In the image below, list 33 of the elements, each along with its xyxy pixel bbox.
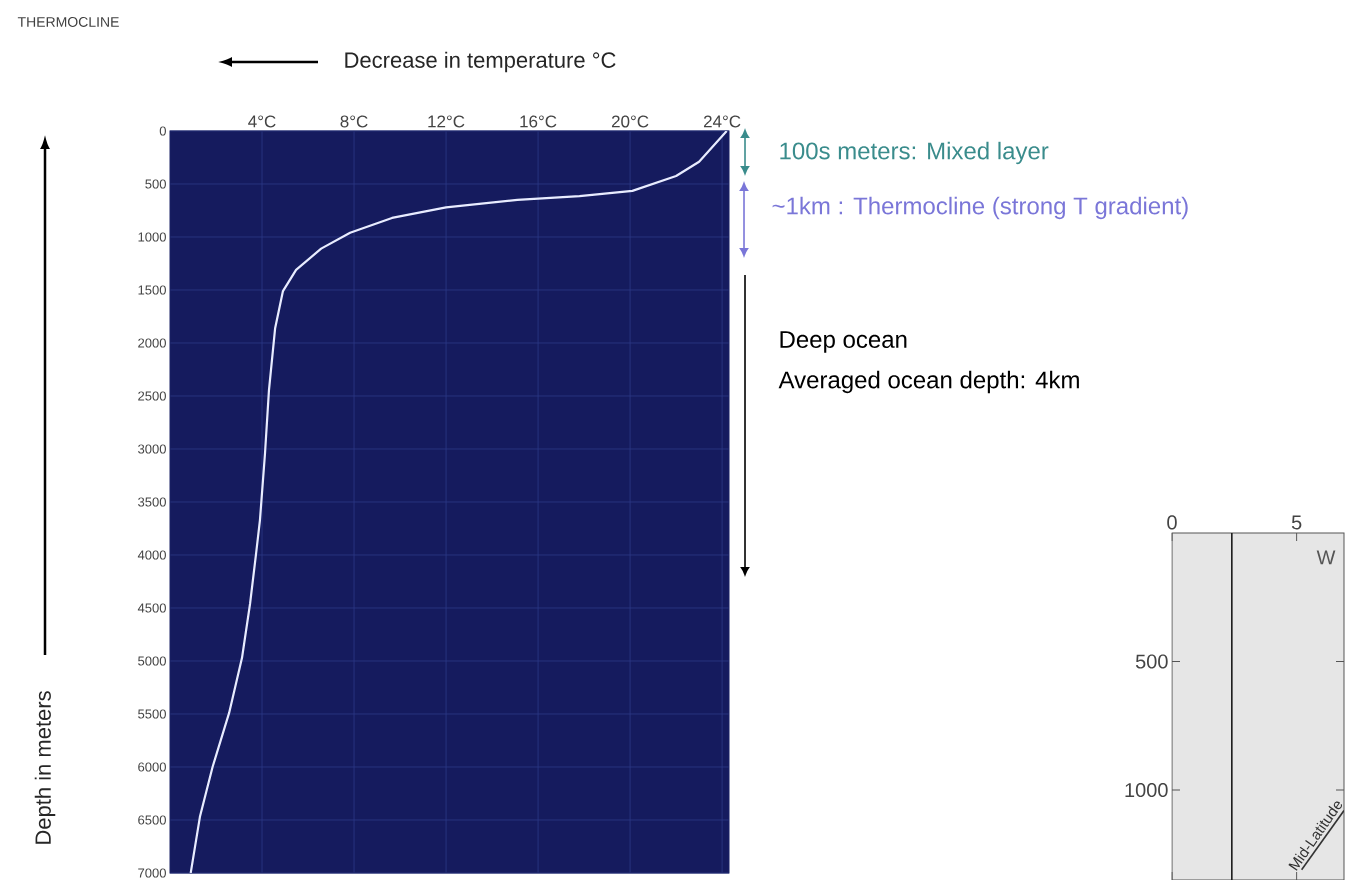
y-tick-label: 1000 <box>138 232 166 242</box>
y-tick-label: 3500 <box>138 497 166 507</box>
y-tick-label: 6500 <box>138 815 166 825</box>
x-tick-label: 24°C <box>703 115 741 128</box>
y-tick-label: 4500 <box>137 603 166 613</box>
annotation: W <box>1316 550 1336 565</box>
chart-title: THERMOCLINE <box>17 17 119 27</box>
y-tick-label: 2000 <box>138 338 166 348</box>
y-tick-label: 6000 <box>138 762 166 772</box>
x-tick-label: 20°C <box>611 115 649 128</box>
y-tick-label: 4000 <box>137 550 166 560</box>
text: Averaged ocean depth: 4km <box>778 370 1079 394</box>
x-tick-label: 5 <box>1291 515 1302 530</box>
y-tick-label: 1000 <box>1125 782 1168 798</box>
y-tick-label: 5000 <box>138 656 166 666</box>
text: ~1km : Thermocline (strong T gradient) <box>772 196 1188 220</box>
y-tick-label: 500 <box>1135 654 1168 669</box>
text: 100s meters: Mixed layer <box>780 141 1049 165</box>
x-tick-label: 12°C <box>428 115 465 128</box>
y-tick-label: 0 <box>159 126 166 136</box>
line-series <box>189 131 728 873</box>
x-tick-label: 8°C <box>340 115 368 128</box>
y-tick-label: 5500 <box>138 709 166 719</box>
y-tick-label: 2500 <box>138 391 166 401</box>
y-tick-label: 7000 <box>138 868 166 878</box>
x-tick-label: 16°C <box>520 115 557 128</box>
x-tick-label: 4°C <box>248 115 276 128</box>
text: Deep ocean <box>780 331 907 353</box>
x-axis-title: Decrease in temperature °C <box>345 51 616 73</box>
y-tick-label: 500 <box>145 179 166 189</box>
y-tick-label: 3000 <box>138 444 166 454</box>
y-tick-label: 1500 <box>138 285 166 295</box>
y-axis-title: Depth in meters <box>34 691 56 844</box>
